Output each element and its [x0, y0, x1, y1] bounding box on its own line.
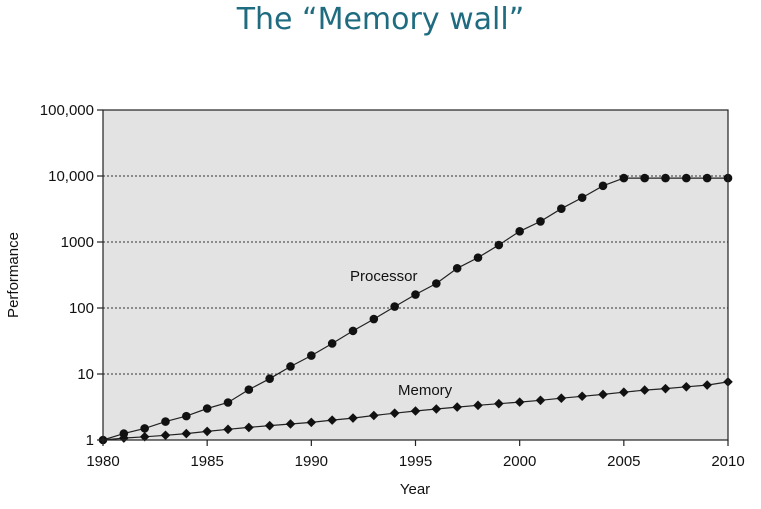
processor-point — [557, 204, 566, 213]
memory-point — [139, 431, 150, 442]
processor-point — [682, 173, 691, 183]
processor-point — [265, 374, 274, 383]
processor-point — [307, 351, 316, 360]
x-tick-label: 1995 — [399, 453, 432, 470]
memory-point — [410, 406, 421, 416]
processor-point — [140, 424, 149, 433]
y-axis-ticks: 1 10 100 1000 10,000 100,000 — [40, 102, 103, 449]
memory-point — [389, 408, 400, 418]
x-tick-label: 2010 — [711, 453, 744, 470]
processor-point — [432, 279, 441, 288]
memory-point — [327, 415, 337, 425]
x-axis-title: Year — [400, 481, 430, 498]
processor-point — [348, 326, 358, 336]
processor-point — [369, 314, 379, 324]
processor-point — [473, 253, 483, 262]
processor-point — [619, 173, 629, 183]
processor-point — [577, 193, 587, 202]
processor-point — [182, 411, 191, 421]
memory-point — [535, 395, 546, 406]
memory-point — [639, 385, 650, 395]
plot-background — [103, 110, 728, 440]
y-tick-label: 1000 — [61, 234, 94, 251]
memory-point — [452, 402, 462, 412]
processor-point — [702, 173, 712, 183]
y-axis-title: Performance — [5, 232, 22, 318]
x-axis-ticks: 1980 1985 1990 1995 2000 2005 2010 — [86, 440, 745, 470]
memory-point — [598, 389, 608, 400]
memory-point — [369, 410, 379, 421]
y-tick-label: 100 — [69, 300, 94, 317]
processor-point — [411, 290, 420, 299]
processor-point — [202, 404, 212, 413]
memory-point — [702, 380, 712, 390]
memory-point — [285, 419, 296, 429]
processor-point — [661, 173, 670, 183]
y-tick-label: 10 — [77, 366, 94, 383]
memory-point — [514, 397, 525, 407]
memory-point — [577, 391, 587, 402]
x-tick-label: 1985 — [190, 453, 223, 470]
memory-point — [660, 383, 671, 394]
x-tick-label: 1980 — [86, 453, 119, 470]
y-tick-label: 100,000 — [40, 102, 94, 119]
memory-point — [619, 387, 629, 397]
memory-point — [681, 381, 692, 392]
processor-point — [515, 227, 524, 236]
memory-point — [431, 404, 442, 414]
processor-point — [161, 417, 170, 426]
processor-series-label: Processor — [350, 268, 418, 285]
memory-point — [473, 400, 483, 411]
memory-point — [494, 398, 504, 409]
memory-point — [264, 420, 275, 431]
processor-point — [327, 339, 337, 348]
y-tick-label: 1 — [86, 432, 94, 449]
processor-point — [286, 362, 295, 371]
x-tick-label: 1990 — [295, 453, 328, 470]
processor-point — [494, 240, 504, 250]
memory-point — [160, 430, 171, 441]
memory-point — [223, 424, 233, 435]
processor-point — [536, 217, 545, 226]
memory-point — [181, 428, 192, 439]
slide-title: The “Memory wall” — [236, 2, 525, 37]
x-tick-label: 2000 — [503, 453, 536, 470]
memory-point — [244, 422, 254, 433]
y-tick-label: 10,000 — [48, 168, 94, 185]
processor-point — [640, 173, 649, 183]
processor-point — [598, 181, 608, 191]
processor-point — [244, 385, 254, 394]
processor-point — [223, 398, 233, 407]
processor-point — [390, 302, 399, 311]
memory-point — [306, 417, 317, 428]
processor-point — [452, 263, 462, 273]
x-tick-label: 2005 — [607, 453, 640, 470]
memory-point — [202, 426, 212, 437]
series-markers — [98, 173, 733, 445]
memory-series-label: Memory — [398, 382, 453, 399]
memory-point — [348, 413, 358, 423]
memory-point — [556, 393, 567, 403]
